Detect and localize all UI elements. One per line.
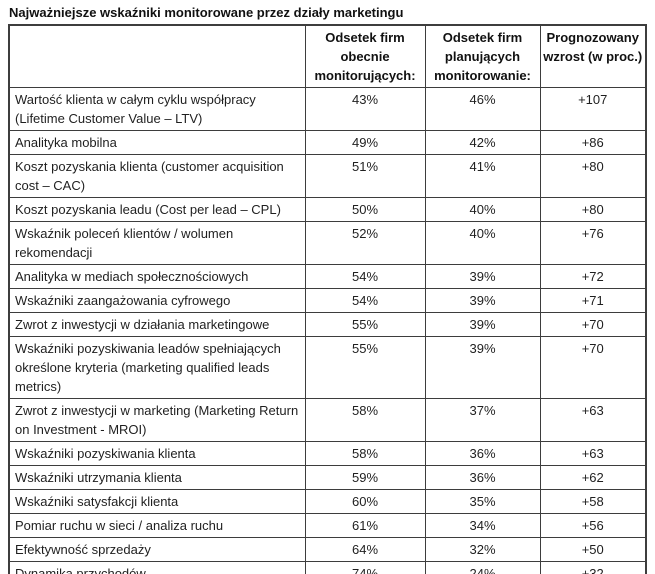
header-cell-currently-monitoring: Odsetek firm obecnie monitorujących:: [304, 24, 426, 88]
growth-value: +76: [539, 221, 647, 265]
planned-value: 36%: [424, 465, 541, 490]
table-row: Dynamika przychodów 74% 24% +32: [8, 561, 647, 574]
current-value: 54%: [304, 264, 426, 289]
planned-value: 39%: [424, 288, 541, 313]
growth-value: +72: [539, 264, 647, 289]
growth-value: +80: [539, 154, 647, 198]
current-value: 51%: [304, 154, 426, 198]
header-cell-planning-monitoring: Odsetek firm planujących monitorowanie:: [424, 24, 541, 88]
planned-value: 42%: [424, 130, 541, 155]
table-row: Efektywność sprzedaży 64% 32% +50: [8, 537, 647, 562]
current-value: 60%: [304, 489, 426, 514]
page-title: Najważniejsze wskaźniki monitorowane prz…: [9, 5, 404, 20]
current-value: 58%: [304, 398, 426, 442]
table-row: Koszt pozyskania leadu (Cost per lead – …: [8, 197, 647, 222]
metrics-table: Odsetek firm obecnie monitorujących: Ods…: [8, 24, 647, 574]
planned-value: 40%: [424, 221, 541, 265]
metric-label: Zwrot z inwestycji w działania marketing…: [8, 312, 306, 337]
growth-value: +50: [539, 537, 647, 562]
table-row: Wskaźniki satysfakcji klienta 60% 35% +5…: [8, 489, 647, 514]
table-row: Wskaźniki utrzymania klienta 59% 36% +62: [8, 465, 647, 490]
metric-label: Pomiar ruchu w sieci / analiza ruchu: [8, 513, 306, 538]
header-cell-forecast-growth: Prognozowany wzrost (w proc.): [539, 24, 647, 88]
current-value: 59%: [304, 465, 426, 490]
metric-label: Zwrot z inwestycji w marketing (Marketin…: [8, 398, 306, 442]
planned-value: 37%: [424, 398, 541, 442]
metric-label: Koszt pozyskania leadu (Cost per lead – …: [8, 197, 306, 222]
growth-value: +71: [539, 288, 647, 313]
current-value: 43%: [304, 87, 426, 131]
growth-value: +107: [539, 87, 647, 131]
table-row: Wskaźniki pozyskiwania leadów spełniając…: [8, 336, 647, 399]
metric-label: Wartość klienta w całym cyklu współpracy…: [8, 87, 306, 131]
metric-label: Dynamika przychodów: [8, 561, 306, 574]
metric-label: Wskaźniki zaangażowania cyfrowego: [8, 288, 306, 313]
metric-label: Wskaźnik poleceń klientów / wolumen reko…: [8, 221, 306, 265]
current-value: 49%: [304, 130, 426, 155]
current-value: 50%: [304, 197, 426, 222]
header-row: Odsetek firm obecnie monitorujących: Ods…: [8, 24, 647, 88]
table-row: Wskaźniki zaangażowania cyfrowego 54% 39…: [8, 288, 647, 313]
growth-value: +56: [539, 513, 647, 538]
growth-value: +70: [539, 312, 647, 337]
current-value: 58%: [304, 441, 426, 466]
planned-value: 46%: [424, 87, 541, 131]
table-row: Wartość klienta w całym cyklu współpracy…: [8, 87, 647, 131]
table-row: Pomiar ruchu w sieci / analiza ruchu 61%…: [8, 513, 647, 538]
growth-value: +70: [539, 336, 647, 399]
metric-label: Analityka w mediach społecznościowych: [8, 264, 306, 289]
growth-value: +58: [539, 489, 647, 514]
planned-value: 39%: [424, 264, 541, 289]
growth-value: +63: [539, 398, 647, 442]
table-row: Wskaźnik poleceń klientów / wolumen reko…: [8, 221, 647, 265]
growth-value: +63: [539, 441, 647, 466]
planned-value: 40%: [424, 197, 541, 222]
table-row: Koszt pozyskania klienta (customer acqui…: [8, 154, 647, 198]
metric-label: Efektywność sprzedaży: [8, 537, 306, 562]
current-value: 74%: [304, 561, 426, 574]
table-row: Wskaźniki pozyskiwania klienta 58% 36% +…: [8, 441, 647, 466]
header-cell-empty: [8, 24, 306, 88]
current-value: 61%: [304, 513, 426, 538]
planned-value: 39%: [424, 312, 541, 337]
planned-value: 39%: [424, 336, 541, 399]
current-value: 64%: [304, 537, 426, 562]
planned-value: 41%: [424, 154, 541, 198]
table-row: Zwrot z inwestycji w marketing (Marketin…: [8, 398, 647, 442]
current-value: 55%: [304, 312, 426, 337]
metric-label: Wskaźniki pozyskiwania leadów spełniając…: [8, 336, 306, 399]
metric-label: Wskaźniki utrzymania klienta: [8, 465, 306, 490]
current-value: 52%: [304, 221, 426, 265]
planned-value: 24%: [424, 561, 541, 574]
current-value: 54%: [304, 288, 426, 313]
metric-label: Analityka mobilna: [8, 130, 306, 155]
growth-value: +86: [539, 130, 647, 155]
growth-value: +80: [539, 197, 647, 222]
planned-value: 32%: [424, 537, 541, 562]
planned-value: 34%: [424, 513, 541, 538]
planned-value: 35%: [424, 489, 541, 514]
metric-label: Wskaźniki pozyskiwania klienta: [8, 441, 306, 466]
table-row: Analityka mobilna 49% 42% +86: [8, 130, 647, 155]
table-row: Zwrot z inwestycji w działania marketing…: [8, 312, 647, 337]
growth-value: +32: [539, 561, 647, 574]
table-row: Analityka w mediach społecznościowych 54…: [8, 264, 647, 289]
current-value: 55%: [304, 336, 426, 399]
metric-label: Wskaźniki satysfakcji klienta: [8, 489, 306, 514]
growth-value: +62: [539, 465, 647, 490]
metric-label: Koszt pozyskania klienta (customer acqui…: [8, 154, 306, 198]
planned-value: 36%: [424, 441, 541, 466]
